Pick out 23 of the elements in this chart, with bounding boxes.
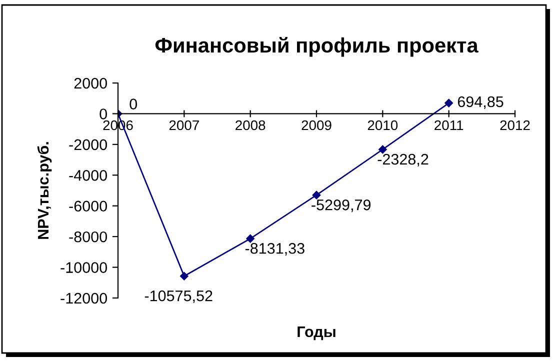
x-tick-label: 2012 <box>500 120 530 130</box>
chart-title: Финансовый профиль проекта <box>155 36 478 57</box>
data-label: 694,85 <box>458 96 504 109</box>
x-tick-label: 2007 <box>169 120 199 130</box>
y-tick-label: 0 <box>100 108 107 120</box>
y-tick-label: -12000 <box>60 292 107 304</box>
data-label: 0 <box>130 98 138 110</box>
y-tick-label: -8000 <box>69 231 107 242</box>
y-axis-title: NPV,тыс.руб. <box>37 142 52 239</box>
data-label: -8131,33 <box>245 242 304 256</box>
data-label: -2328,2 <box>378 154 428 166</box>
y-tick-label: -10000 <box>60 262 107 273</box>
y-tick-label: -4000 <box>69 170 107 181</box>
y-tick-label: -6000 <box>69 200 107 212</box>
data-label: -5299,79 <box>312 200 371 212</box>
x-axis-title: Годы <box>298 326 336 340</box>
y-tick-label: 2000 <box>74 78 107 89</box>
data-label: -10575,52 <box>144 290 212 304</box>
x-tick-label: 2010 <box>368 120 398 130</box>
x-tick-label: 2009 <box>302 120 332 130</box>
x-tick-label: 2011 <box>434 120 464 130</box>
x-tick-label: 2008 <box>236 120 266 130</box>
y-tick-label: -2000 <box>69 139 107 150</box>
